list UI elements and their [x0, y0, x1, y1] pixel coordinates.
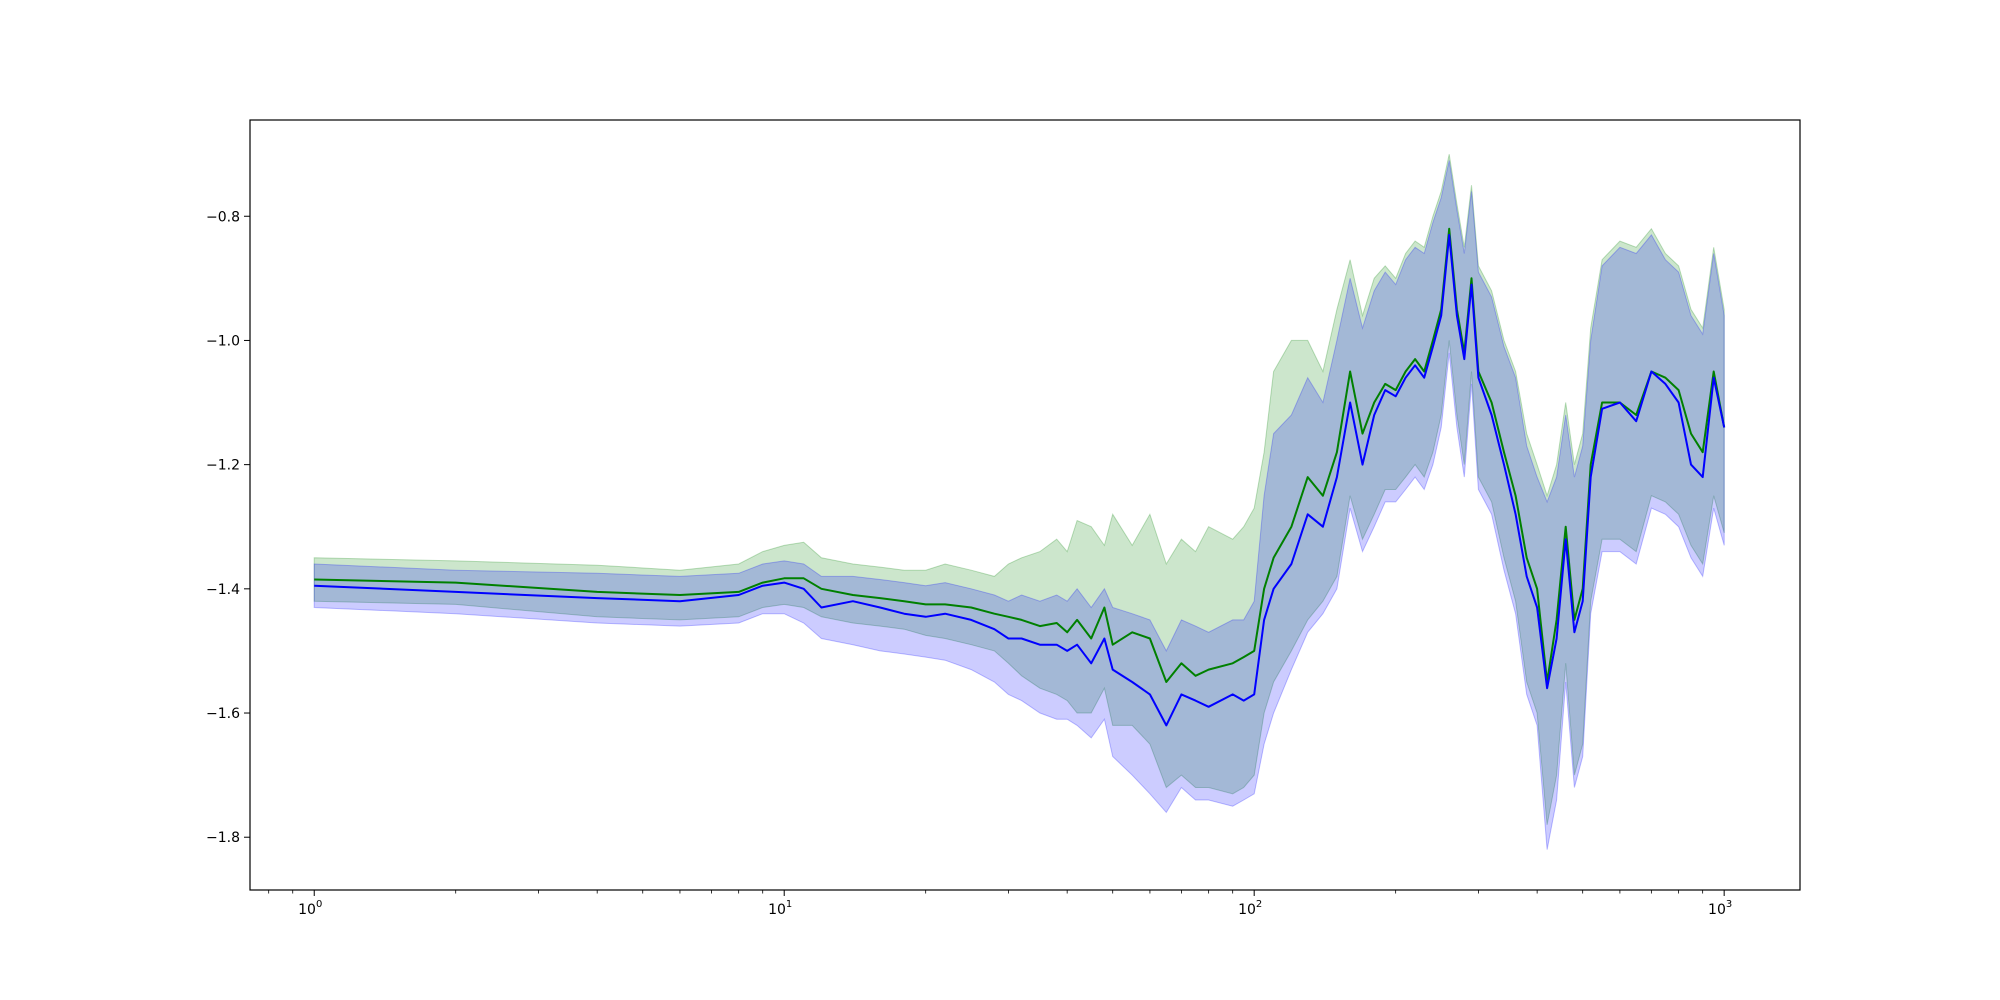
x-tick-base: 10	[1708, 902, 1726, 918]
x-tick-exponent: 3	[1726, 899, 1732, 910]
y-tick-label: −1.6	[206, 706, 240, 722]
series-1-line	[314, 227, 1726, 683]
x-tick-label: 100	[298, 899, 322, 918]
y-tick-label: −1.4	[206, 582, 240, 598]
x-tick-base: 10	[1238, 902, 1256, 918]
x-tick-base: 10	[768, 902, 786, 918]
series-1-band	[313, 154, 1725, 825]
x-tick-exponent: 1	[786, 899, 792, 910]
x-tick-label: 101	[768, 899, 792, 918]
axes-background	[250, 120, 1800, 890]
series-2-line	[314, 233, 1726, 727]
y-tick-label: −1.2	[206, 458, 240, 474]
plot-area	[249, 119, 1801, 891]
y-tick-label: −1.8	[206, 830, 240, 846]
x-tick-exponent: 2	[1256, 899, 1262, 910]
x-tick-exponent: 0	[316, 899, 322, 910]
series-lines	[314, 227, 1726, 727]
axes-frame	[249, 119, 1801, 891]
x-tick-label: 102	[1238, 899, 1262, 918]
series-2-band	[313, 160, 1725, 850]
y-axis: −0.8 −1.0 −1.2 −1.4 −1.6 −1.8	[206, 209, 250, 846]
confidence-bands	[313, 154, 1725, 850]
x-axis: 100 101 102 103	[268, 890, 1732, 918]
y-tick-label: −1.0	[206, 333, 240, 349]
y-tick-label: −0.8	[206, 209, 240, 225]
x-tick-base: 10	[298, 902, 316, 918]
x-tick-label: 103	[1708, 899, 1732, 918]
